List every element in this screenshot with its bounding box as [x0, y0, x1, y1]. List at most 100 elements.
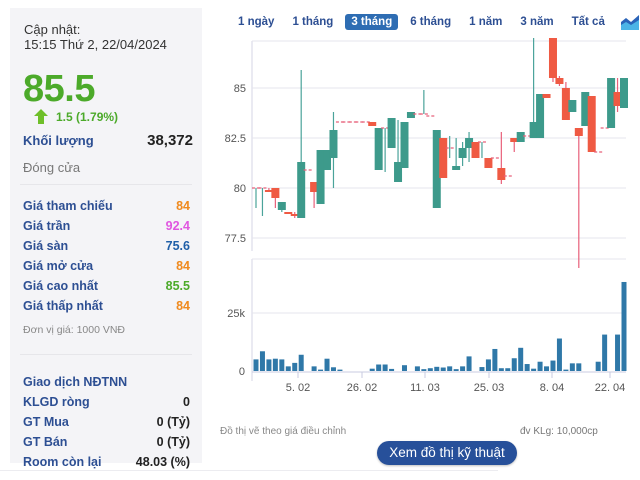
- tab-1-năm[interactable]: 1 năm: [469, 16, 503, 28]
- volume-bar: [615, 334, 621, 371]
- price-row: Giá trần 92.4: [23, 216, 190, 236]
- volume-bar: [337, 369, 343, 371]
- volume-bar: [292, 362, 298, 371]
- volume-unit-note: đv KLg: 10,000cp: [520, 426, 598, 437]
- candle-body: [613, 92, 622, 106]
- volume-bar: [434, 366, 440, 371]
- candle-body: [542, 94, 551, 98]
- foreign-value: 48.03 (%): [135, 455, 190, 469]
- current-price: 85.5: [23, 68, 95, 110]
- volume-bar: [511, 358, 517, 371]
- area-chart-icon[interactable]: [620, 14, 639, 30]
- x-tick-label: 8. 04: [540, 382, 564, 394]
- candle-body: [510, 138, 519, 142]
- tab-1-tháng[interactable]: 1 tháng: [292, 16, 334, 28]
- adjusted-price-note: Đồ thị vẽ theo giá điều chỉnh: [220, 426, 347, 437]
- candle-body: [316, 150, 325, 204]
- unit-note: Đơn vị giá: 1000 VNĐ: [23, 324, 126, 336]
- volume-bar: [369, 368, 375, 371]
- x-tick-label: 26. 02: [347, 382, 378, 394]
- foreign-row: GT Bán 0 (Tỷ): [23, 432, 190, 452]
- volume-bar: [440, 367, 446, 371]
- volume-bar: [492, 348, 498, 371]
- foreign-title: Giao dịch NĐTNN: [23, 375, 128, 389]
- volume-bar: [479, 367, 485, 371]
- foreign-value: 0: [183, 395, 190, 409]
- update-time: Cập nhật: 15:15 Thứ 2, 22/04/2024: [24, 22, 167, 52]
- volume-bar: [318, 369, 324, 371]
- candle-body: [561, 88, 570, 120]
- x-tick-label: 25. 03: [474, 382, 505, 394]
- foreign-label: GT Mua: [23, 415, 69, 429]
- volume-bar: [259, 351, 265, 371]
- foreign-value: 0 (Tỷ): [156, 435, 190, 449]
- divider: [20, 184, 192, 185]
- volume-tick-label: 0: [239, 366, 245, 378]
- volume-bar: [505, 368, 511, 371]
- tab-1-ngày[interactable]: 1 ngày: [238, 16, 275, 28]
- tab-3-tháng[interactable]: 3 tháng: [345, 14, 399, 30]
- volume-bar: [421, 369, 427, 371]
- price-change: 1.5 (1.79%): [34, 109, 118, 124]
- price-tick-label: 82.5: [225, 133, 246, 145]
- candle-body: [548, 38, 557, 78]
- volume-bar: [285, 366, 291, 371]
- volume-bar: [414, 366, 420, 371]
- range-tabs: 1 ngày 1 tháng 3 tháng 6 tháng 1 năm 3 năm Tất…: [232, 14, 639, 30]
- price-tick-label: 85: [234, 83, 246, 95]
- candle-body: [406, 112, 415, 118]
- volume-bar: [330, 367, 336, 371]
- candle-body: [471, 142, 480, 158]
- price-label: Giá mở cửa: [23, 259, 94, 273]
- volume-bar: [298, 354, 304, 371]
- volume-bar: [563, 369, 569, 371]
- candle-body: [568, 100, 577, 112]
- price-value: 85.5: [165, 279, 190, 293]
- volume-bar: [272, 358, 278, 371]
- volume-bar: [311, 366, 317, 371]
- volume-bar: [376, 364, 382, 371]
- volume-tick-label: 25k: [227, 308, 245, 320]
- tab-6-tháng[interactable]: 6 tháng: [410, 16, 452, 28]
- update-label: Cập nhật:: [24, 22, 81, 37]
- candle-body: [264, 190, 273, 192]
- candle-body: [271, 188, 280, 198]
- candle-body: [555, 78, 564, 84]
- volume-bar: [401, 365, 407, 371]
- volume-bar: [576, 363, 582, 371]
- foreign-row: Room còn lại 48.03 (%): [23, 452, 190, 472]
- tab-tất-cả[interactable]: Tất cả: [571, 16, 605, 28]
- volume-bar: [569, 363, 575, 371]
- volume-bar: [460, 366, 466, 371]
- candle-body: [284, 212, 293, 214]
- volume-bar: [453, 369, 459, 371]
- candle-body: [439, 138, 448, 178]
- volume-bar: [382, 364, 388, 371]
- price-label: Giá thấp nhất: [23, 299, 103, 313]
- price-value: 92.4: [165, 219, 190, 233]
- candle-body: [394, 162, 403, 182]
- close-label: Đóng cửa: [23, 160, 81, 175]
- price-label: Giá tham chiếu: [23, 199, 113, 213]
- candle-body: [574, 128, 583, 136]
- candle-body: [323, 150, 332, 170]
- candle-body: [536, 94, 545, 138]
- technical-chart-button[interactable]: Xem đồ thị kỹ thuật: [377, 441, 517, 465]
- price-row: Giá mở cửa 84: [23, 256, 190, 276]
- volume-bar: [550, 360, 556, 371]
- change-value: 1.5 (1.79%): [56, 109, 119, 124]
- volume-bar: [537, 361, 543, 371]
- candle-body: [329, 130, 338, 158]
- volume-bar: [518, 347, 524, 371]
- price-value: 84: [176, 259, 190, 273]
- candle-body: [400, 122, 409, 168]
- volume-bar: [266, 359, 272, 371]
- tab-3-năm[interactable]: 3 năm: [520, 16, 554, 28]
- volume-label: Khối lượng: [23, 133, 94, 148]
- candle-body: [374, 128, 383, 170]
- price-row: Giá tham chiếu 84: [23, 196, 190, 216]
- candle-body: [290, 214, 299, 216]
- volume-bar: [389, 368, 395, 371]
- candle-body: [297, 162, 306, 218]
- volume-bar: [498, 368, 504, 371]
